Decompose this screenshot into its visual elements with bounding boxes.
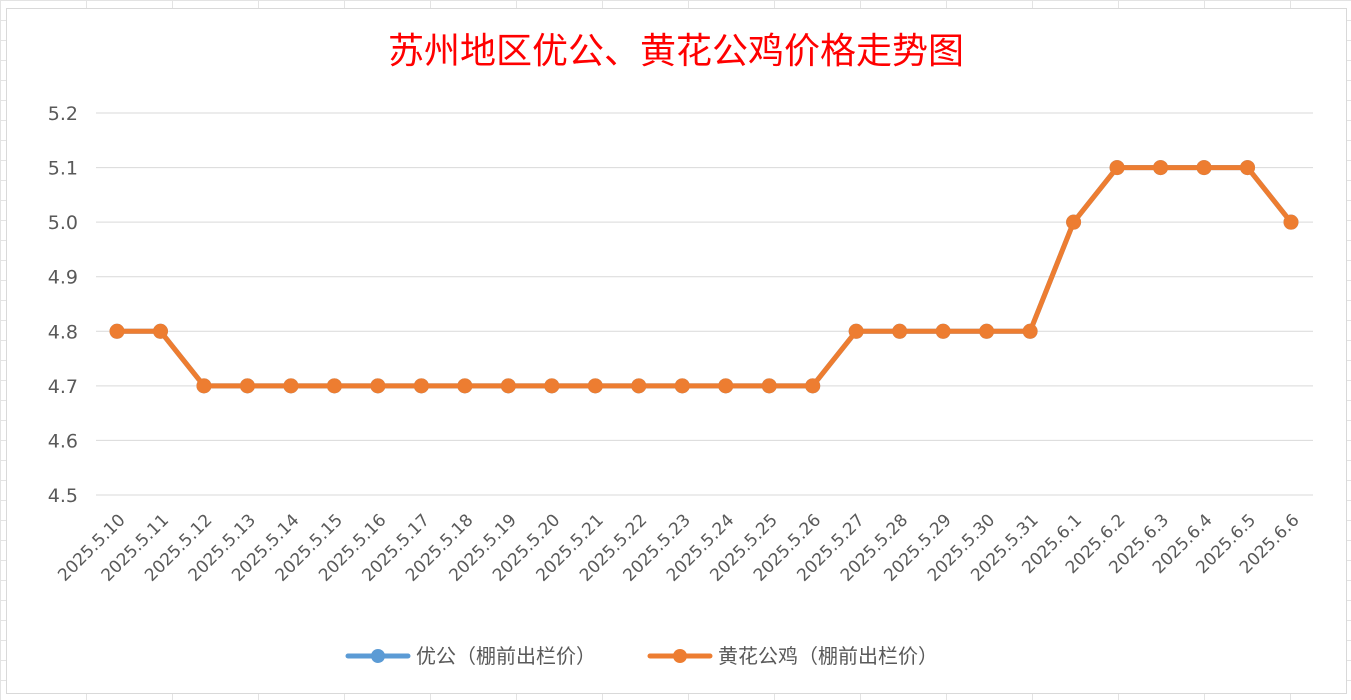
- series-line: [114, 165, 1294, 389]
- data-point: [413, 378, 429, 394]
- data-point: [718, 378, 734, 394]
- data-point: [283, 378, 299, 394]
- y-axis: 4.5 4.6 4.7 4.8 4.9 5.0 5.1 5.2: [48, 103, 78, 507]
- series-2: [109, 160, 1299, 394]
- y-tick-label: 4.6: [48, 430, 78, 452]
- legend-item-1[interactable]: 优公（棚前出栏价）: [345, 644, 596, 668]
- y-tick-label: 4.7: [48, 376, 78, 398]
- data-point: [152, 323, 168, 339]
- data-point: [631, 378, 647, 394]
- data-point: [370, 378, 386, 394]
- data-point: [196, 378, 212, 394]
- y-tick-label: 4.8: [48, 321, 78, 343]
- data-point: [805, 378, 821, 394]
- data-point: [544, 378, 560, 394]
- data-point: [761, 378, 777, 394]
- data-point: [1109, 160, 1125, 176]
- legend-swatch-marker: [371, 649, 385, 663]
- data-point: [935, 323, 951, 339]
- data-point: [979, 323, 995, 339]
- chart-title: 苏州地区优公、黄花公鸡价格走势图: [388, 31, 964, 72]
- data-point: [1196, 160, 1212, 176]
- data-point: [848, 323, 864, 339]
- gridlines: [96, 112, 1313, 496]
- data-point: [109, 323, 125, 339]
- legend-item-2[interactable]: 黄花公鸡（棚前出栏价）: [647, 644, 938, 668]
- y-tick-label: 4.5: [48, 485, 78, 507]
- data-point: [1283, 214, 1299, 230]
- data-point: [1022, 323, 1038, 339]
- legend-label: 黄花公鸡（棚前出栏价）: [718, 644, 938, 668]
- y-tick-label: 5.1: [48, 158, 78, 180]
- y-tick-label: 5.0: [48, 212, 78, 234]
- legend[interactable]: 优公（棚前出栏价） 黄花公鸡（棚前出栏价）: [345, 644, 938, 668]
- data-point: [892, 323, 908, 339]
- data-point: [674, 378, 690, 394]
- data-point: [1153, 160, 1169, 176]
- legend-label: 优公（棚前出栏价）: [416, 644, 596, 668]
- data-point: [326, 378, 342, 394]
- data-point: [1240, 160, 1256, 176]
- y-tick-label: 4.9: [48, 267, 78, 289]
- x-axis: 2025.5.102025.5.112025.5.122025.5.132025…: [54, 510, 1303, 585]
- data-point: [587, 378, 603, 394]
- legend-swatch-marker: [673, 649, 687, 663]
- y-tick-label: 5.2: [48, 103, 78, 125]
- data-point: [500, 378, 516, 394]
- data-point: [457, 378, 473, 394]
- data-point: [1066, 214, 1082, 230]
- data-point: [239, 378, 255, 394]
- series-layer: [109, 160, 1299, 394]
- chart-area[interactable]: [6, 8, 1347, 694]
